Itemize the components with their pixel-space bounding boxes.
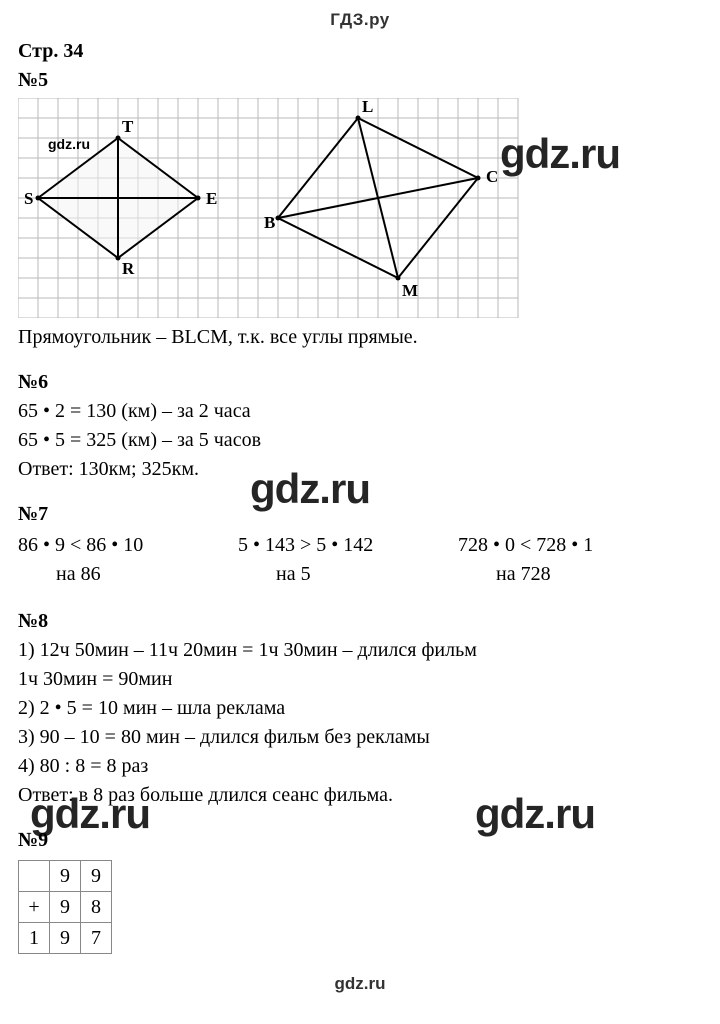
table-row: 1 9 7: [19, 923, 112, 954]
problem-5-number: №5: [18, 67, 702, 94]
cell: 1: [19, 923, 50, 954]
cell: +: [19, 892, 50, 923]
p7-bot: на 728: [458, 561, 608, 588]
p7-col: 728 • 0 < 728 • 1 на 728: [458, 530, 608, 590]
p7-top: 5 • 143 > 5 • 142: [238, 532, 388, 559]
problem-6: №6 65 • 2 = 130 (км) – за 2 часа 65 • 5 …: [18, 369, 702, 483]
watermark-small: gdz.ru: [48, 136, 90, 152]
p7-col: 86 • 9 < 86 • 10 на 86: [18, 530, 168, 590]
cell: 7: [81, 923, 112, 954]
svg-text:C: C: [486, 167, 498, 186]
cell: 8: [81, 892, 112, 923]
svg-text:T: T: [122, 117, 134, 136]
p8-line: 4) 80 : 8 = 8 раз: [18, 753, 702, 780]
site-header: ГДЗ.ру: [18, 10, 702, 30]
problem-7: №7 86 • 9 < 86 • 10 на 86 5 • 143 > 5 • …: [18, 501, 702, 590]
problem-9-number: №9: [18, 827, 702, 854]
problem-6-number: №6: [18, 369, 702, 396]
page-reference: Стр. 34: [18, 38, 702, 65]
svg-text:E: E: [206, 189, 217, 208]
footer-watermark: gdz.ru: [18, 974, 702, 994]
p6-line: 65 • 5 = 325 (км) – за 5 часов: [18, 427, 702, 454]
p7-bot: на 86: [18, 561, 168, 588]
cell: [19, 861, 50, 892]
table-row: + 9 8: [19, 892, 112, 923]
p7-top: 728 • 0 < 728 • 1: [458, 532, 608, 559]
p6-line: 65 • 2 = 130 (км) – за 2 часа: [18, 398, 702, 425]
svg-text:M: M: [402, 281, 418, 300]
svg-text:S: S: [24, 189, 33, 208]
problem-8: №8 1) 12ч 50мин – 11ч 20мин = 1ч 30мин –…: [18, 608, 702, 809]
cell: 9: [50, 923, 81, 954]
p8-line: 1) 12ч 50мин – 11ч 20мин = 1ч 30мин – дл…: [18, 637, 702, 664]
problem-5-answer: Прямоугольник – BLCM, т.к. все углы прям…: [18, 324, 702, 351]
page: ГДЗ.ру Стр. 34 №5 S T E R B L C M gdz.ru Прямоу…: [0, 0, 720, 1024]
p7-bot: на 5: [238, 561, 388, 588]
p8-line: 3) 90 – 10 = 80 мин – длился фильм без р…: [18, 724, 702, 751]
p8-line: 2) 2 • 5 = 10 мин – шла реклама: [18, 695, 702, 722]
cell: 9: [81, 861, 112, 892]
addition-table: 9 9 + 9 8 1 9 7: [18, 860, 112, 954]
table-row: 9 9: [19, 861, 112, 892]
p7-top: 86 • 9 < 86 • 10: [18, 532, 168, 559]
cell: 9: [50, 892, 81, 923]
grid-svg: S T E R B L C M: [18, 98, 528, 318]
svg-text:L: L: [362, 98, 373, 116]
p6-line: Ответ: 130км; 325км.: [18, 456, 702, 483]
cell: 9: [50, 861, 81, 892]
svg-text:B: B: [264, 213, 275, 232]
problem-7-number: №7: [18, 501, 702, 528]
problem-9: №9 9 9 + 9 8 1 9 7: [18, 827, 702, 954]
geometry-figure: S T E R B L C M gdz.ru: [18, 98, 528, 318]
svg-text:R: R: [122, 259, 135, 278]
problem-8-number: №8: [18, 608, 702, 635]
p8-line: 1ч 30мин = 90мин: [18, 666, 702, 693]
p7-columns: 86 • 9 < 86 • 10 на 86 5 • 143 > 5 • 142…: [18, 530, 702, 590]
p7-col: 5 • 143 > 5 • 142 на 5: [238, 530, 388, 590]
p8-line: Ответ: в 8 раз больше длился сеанс фильм…: [18, 782, 702, 809]
